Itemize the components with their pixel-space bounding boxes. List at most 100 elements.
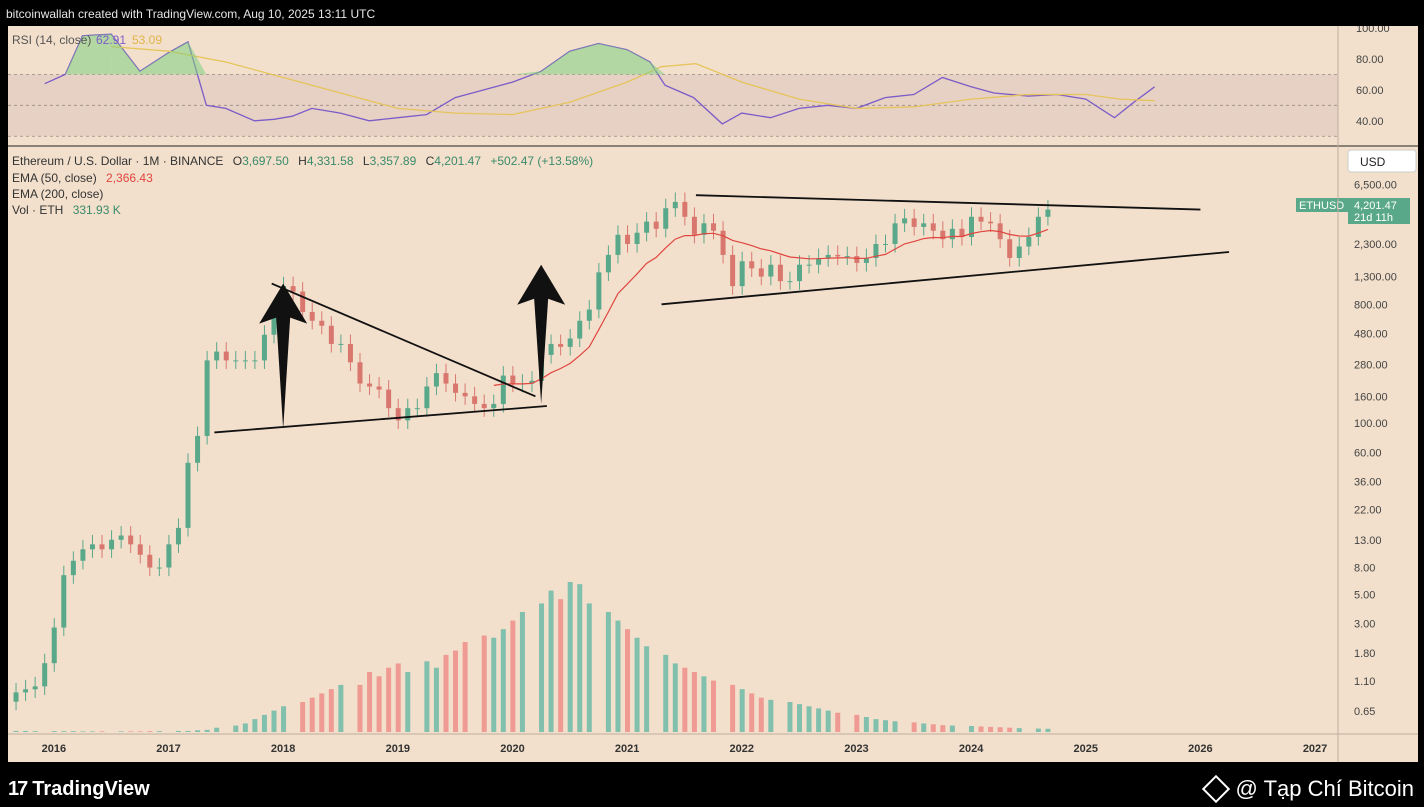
volume-bar: [577, 584, 583, 732]
volume-bar: [634, 637, 640, 732]
candle-body: [510, 375, 516, 384]
candle-body: [309, 311, 315, 321]
candle-body: [663, 208, 669, 229]
candle-body: [605, 254, 611, 273]
volume-bar: [61, 731, 67, 732]
chart-svg[interactable]: 100.0080.0060.0040.006,500.004,000.002,3…: [8, 23, 1418, 762]
candle-body: [921, 223, 927, 227]
candle-body: [367, 383, 373, 387]
rsi-pane[interactable]: [8, 33, 1338, 137]
candle-body: [577, 320, 583, 339]
volume-bar: [797, 704, 803, 732]
price-tick-label: 60.00: [1354, 447, 1382, 459]
volume-bar: [147, 731, 153, 732]
candle-body: [204, 360, 210, 436]
volume-bar: [835, 712, 841, 732]
time-tick-label: 2025: [1074, 743, 1098, 755]
candle-body: [777, 264, 783, 282]
volume-bar: [873, 719, 879, 732]
rsi-overbought-fill: [541, 51, 570, 75]
volume-bar: [988, 726, 994, 732]
trendline: [271, 282, 536, 398]
symbol-name: Ethereum / U.S. Dollar · 1M · BINANCE: [12, 154, 223, 168]
candle-body: [816, 257, 822, 265]
candle-body: [739, 261, 745, 287]
candle-body: [930, 223, 936, 231]
rsi-tick-label: 80.00: [1356, 54, 1384, 66]
rsi-overbought-fill: [65, 35, 83, 75]
candle-body: [481, 403, 487, 409]
candle-body: [99, 544, 105, 550]
candle-body: [233, 360, 239, 362]
tradingview-logo[interactable]: 17 TradingView: [8, 778, 150, 801]
chart-area[interactable]: 100.0080.0060.0040.006,500.004,000.002,3…: [8, 23, 1418, 762]
volume-bar: [691, 672, 697, 732]
rsi-ma-legend-value: 53.09: [132, 33, 162, 47]
candle-body: [395, 408, 401, 421]
candle-body: [596, 272, 602, 310]
volume-bar: [940, 725, 946, 732]
rsi-overbought-fill: [82, 34, 112, 75]
candle-body: [1045, 209, 1051, 217]
volume-bar: [13, 730, 19, 732]
candle-body: [491, 403, 497, 409]
price-axis[interactable]: 100.0080.0060.0040.006,500.004,000.002,3…: [1354, 23, 1397, 718]
volume-bar: [500, 629, 506, 732]
volume-bar: [367, 672, 373, 732]
volume-bar: [787, 702, 793, 732]
volume-bar: [252, 719, 258, 732]
price-tick-label: 480.00: [1354, 329, 1388, 341]
price-pane[interactable]: [13, 192, 1230, 732]
candle-body: [89, 544, 95, 550]
candle-body: [940, 230, 946, 240]
candle-body: [682, 201, 688, 217]
time-tick-label: 2024: [959, 743, 984, 755]
candle-body: [911, 218, 917, 227]
currency-selector[interactable]: [1347, 149, 1417, 173]
candle-body: [701, 223, 707, 235]
candle-body: [175, 527, 181, 545]
candle-body: [23, 689, 29, 693]
credit-text: bitcoinwallah created with TradingView.c…: [6, 7, 376, 21]
volume-bar: [433, 667, 439, 732]
trendline: [214, 405, 547, 434]
currency-label[interactable]: USD: [1360, 155, 1386, 169]
candle-body: [214, 351, 220, 361]
volume-bar: [749, 693, 755, 732]
candle-body: [1016, 246, 1022, 258]
candle-body: [223, 351, 229, 361]
rsi-overbought-fill: [569, 43, 599, 75]
low-label: L: [363, 154, 370, 168]
volume-bar: [386, 667, 392, 732]
volume-bar: [405, 672, 411, 732]
volume-bar: [70, 731, 76, 732]
candle-body: [424, 386, 430, 409]
candle-body: [271, 311, 277, 335]
countdown-text: 21d 11h: [1354, 212, 1393, 224]
volume-bar: [481, 635, 487, 732]
price-tick-label: 800.00: [1354, 299, 1388, 311]
volume-bar: [462, 642, 468, 732]
rsi-overbought-fill: [598, 43, 628, 75]
candle-body: [825, 254, 831, 258]
time-tick-label: 2018: [271, 743, 295, 755]
candle-body: [328, 325, 334, 344]
volume-bar: [89, 731, 95, 732]
candle-body: [290, 286, 296, 292]
candle-body: [357, 362, 363, 384]
vol-legend: Vol · ETH 331.93 K: [12, 203, 121, 217]
price-tick-label: 1,300.00: [1354, 272, 1397, 284]
volume-bar: [978, 726, 984, 732]
candle-body: [147, 554, 153, 568]
volume-bar: [968, 726, 974, 732]
volume-bar: [615, 620, 621, 732]
time-axis[interactable]: 2016 2017 2018 2019 2020 2021 2022 2023 2024 2025…: [42, 743, 1328, 755]
candle-body: [758, 268, 764, 277]
candle-body: [863, 257, 869, 263]
candle-body: [338, 343, 344, 345]
volume-bar: [882, 720, 888, 732]
price-tick-label: 6,500.00: [1354, 180, 1397, 192]
volume-bar: [854, 714, 860, 732]
close-label: C: [426, 154, 435, 168]
candle-body: [586, 309, 592, 321]
